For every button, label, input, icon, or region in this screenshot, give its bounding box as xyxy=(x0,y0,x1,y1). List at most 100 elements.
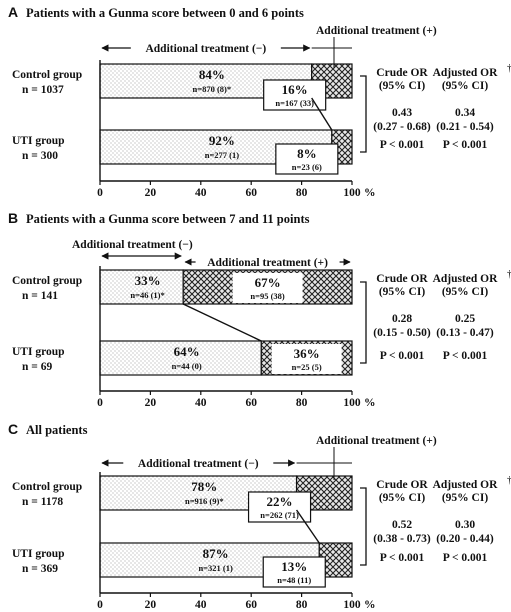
untreated-span-label: Additional treatment (−) xyxy=(145,43,266,55)
x-tick-label: 20 xyxy=(145,599,157,611)
pct-label-treated: 8% xyxy=(297,146,317,161)
x-tick-label: 40 xyxy=(195,599,207,611)
pct-label-treated: 16% xyxy=(282,82,308,97)
panel-title: Patients with a Gunma score between 0 an… xyxy=(26,6,304,20)
crude-or-ci-header: (95% CI) xyxy=(379,492,425,504)
count-label-untreated: n=916 (9)* xyxy=(185,496,224,506)
group-n-label: n = 141 xyxy=(22,290,58,302)
x-tick-label: 40 xyxy=(195,397,207,409)
treated-label-box xyxy=(247,491,312,523)
count-label-treated: n=167 (33) xyxy=(275,98,314,108)
pct-label-untreated: 87% xyxy=(203,546,229,561)
count-label-untreated: n=277 (1) xyxy=(205,150,240,160)
group-label: Control group xyxy=(12,69,82,81)
panel-a: A Patients with a Gunma score between 0 a… xyxy=(8,4,511,199)
adjusted-p-value: P < 0.001 xyxy=(443,350,488,362)
x-tick-label: 80 xyxy=(296,187,308,199)
dagger-mark: † xyxy=(507,475,511,486)
adjusted-or-ci: (0.21 - 0.54) xyxy=(436,121,494,133)
group-label: UTI group xyxy=(12,135,65,147)
x-tick-label: 60 xyxy=(245,599,257,611)
count-label-treated: n=25 (5) xyxy=(292,362,322,372)
panel-title: Patients with a Gunma score between 7 an… xyxy=(26,212,310,226)
x-tick-label: 0 xyxy=(97,187,103,199)
pct-label-untreated: 78% xyxy=(191,479,217,494)
crude-or-header: Crude OR xyxy=(376,67,428,79)
adjusted-or-ci-header: (95% CI) xyxy=(442,286,488,298)
pct-label-untreated: 33% xyxy=(135,273,161,288)
adjusted-or-ci-header: (95% CI) xyxy=(442,80,488,92)
crude-or-header: Crude OR xyxy=(376,479,428,491)
x-tick-label: 80 xyxy=(296,599,308,611)
untreated-span-label: Additional treatment (−) xyxy=(72,239,193,251)
group-label: UTI group xyxy=(12,346,65,358)
x-tick-label: 100 xyxy=(343,397,361,409)
comparison-bracket xyxy=(360,487,367,566)
untreated-span-label-bg xyxy=(123,455,274,469)
crude-p-value: P < 0.001 xyxy=(380,139,425,151)
pct-label-untreated: 92% xyxy=(209,133,235,148)
treated-span-label-bg xyxy=(195,254,340,268)
x-tick-label: 0 xyxy=(97,599,103,611)
adjusted-or-header: Adjusted OR xyxy=(433,67,499,79)
split-connector xyxy=(182,303,262,342)
x-tick-label: 60 xyxy=(245,397,257,409)
x-tick-label: 20 xyxy=(145,397,157,409)
adjusted-or-header: Adjusted OR xyxy=(433,273,499,285)
crude-or-header: Crude OR xyxy=(376,273,428,285)
count-label-treated: n=48 (11) xyxy=(277,575,311,585)
comparison-bracket xyxy=(360,75,367,153)
count-label-untreated: n=321 (1) xyxy=(198,563,233,573)
x-unit-label: % xyxy=(364,397,376,409)
count-label-treated: n=262 (71) xyxy=(260,510,299,520)
crude-p-value: P < 0.001 xyxy=(380,552,425,564)
adjusted-or-ci: (0.20 - 0.44) xyxy=(436,533,494,545)
pct-label-treated: 13% xyxy=(281,559,307,574)
untreated-span-label-bg xyxy=(130,40,281,54)
adjusted-or-header: Adjusted OR xyxy=(433,479,499,491)
crude-or-value: 0.43 xyxy=(392,107,412,119)
adjusted-or-value: 0.25 xyxy=(455,313,475,325)
treated-span-label: Additional treatment (+) xyxy=(207,257,328,269)
treated-label-box xyxy=(271,344,342,374)
crude-or-ci: (0.15 - 0.50) xyxy=(373,327,431,339)
count-label-treated: n=95 (38) xyxy=(250,291,285,301)
pct-label-treated: 36% xyxy=(294,346,320,361)
count-label-untreated: n=870 (8)* xyxy=(193,84,232,94)
count-label-treated: n=23 (6) xyxy=(292,162,322,172)
panel-letter: C xyxy=(8,421,18,437)
treated-span-label: Additional treatment (+) xyxy=(316,435,437,447)
treated-label-box xyxy=(262,556,326,588)
count-label-untreated: n=44 (0) xyxy=(172,361,202,371)
crude-or-value: 0.28 xyxy=(392,313,412,325)
x-tick-label: 60 xyxy=(245,187,257,199)
adjusted-or-value: 0.34 xyxy=(455,107,475,119)
crude-or-ci: (0.27 - 0.68) xyxy=(373,121,431,133)
dagger-mark: † xyxy=(507,269,511,280)
split-connector xyxy=(295,509,320,544)
crude-or-value: 0.52 xyxy=(392,519,412,531)
crude-or-ci: (0.38 - 0.73) xyxy=(373,533,431,545)
adjusted-or-ci: (0.13 - 0.47) xyxy=(436,327,494,339)
adjusted-or-value: 0.30 xyxy=(455,519,475,531)
panel-title: All patients xyxy=(26,423,88,437)
x-tick-label: 100 xyxy=(343,187,361,199)
crude-or-ci-header: (95% CI) xyxy=(379,80,425,92)
split-connector xyxy=(311,97,333,131)
group-n-label: n = 1178 xyxy=(22,496,63,508)
panel-letter: B xyxy=(8,210,18,226)
treated-span-label: Additional treatment (+) xyxy=(316,25,437,37)
group-n-label: n = 69 xyxy=(22,361,52,373)
group-label: UTI group xyxy=(12,548,65,560)
panel-b: B Patients with a Gunma score between 7 a… xyxy=(8,210,511,409)
pct-label-treated: 67% xyxy=(255,275,281,290)
count-label-untreated: n=46 (1)* xyxy=(130,290,164,300)
pct-label-treated: 22% xyxy=(267,494,293,509)
treated-label-box xyxy=(275,143,339,175)
x-unit-label: % xyxy=(364,187,376,199)
x-tick-label: 0 xyxy=(97,397,103,409)
panel-c: C All patients Control group n = 1178 78% n=9… xyxy=(8,421,511,611)
treated-label-box xyxy=(232,273,303,303)
group-n-label: n = 300 xyxy=(22,150,58,162)
